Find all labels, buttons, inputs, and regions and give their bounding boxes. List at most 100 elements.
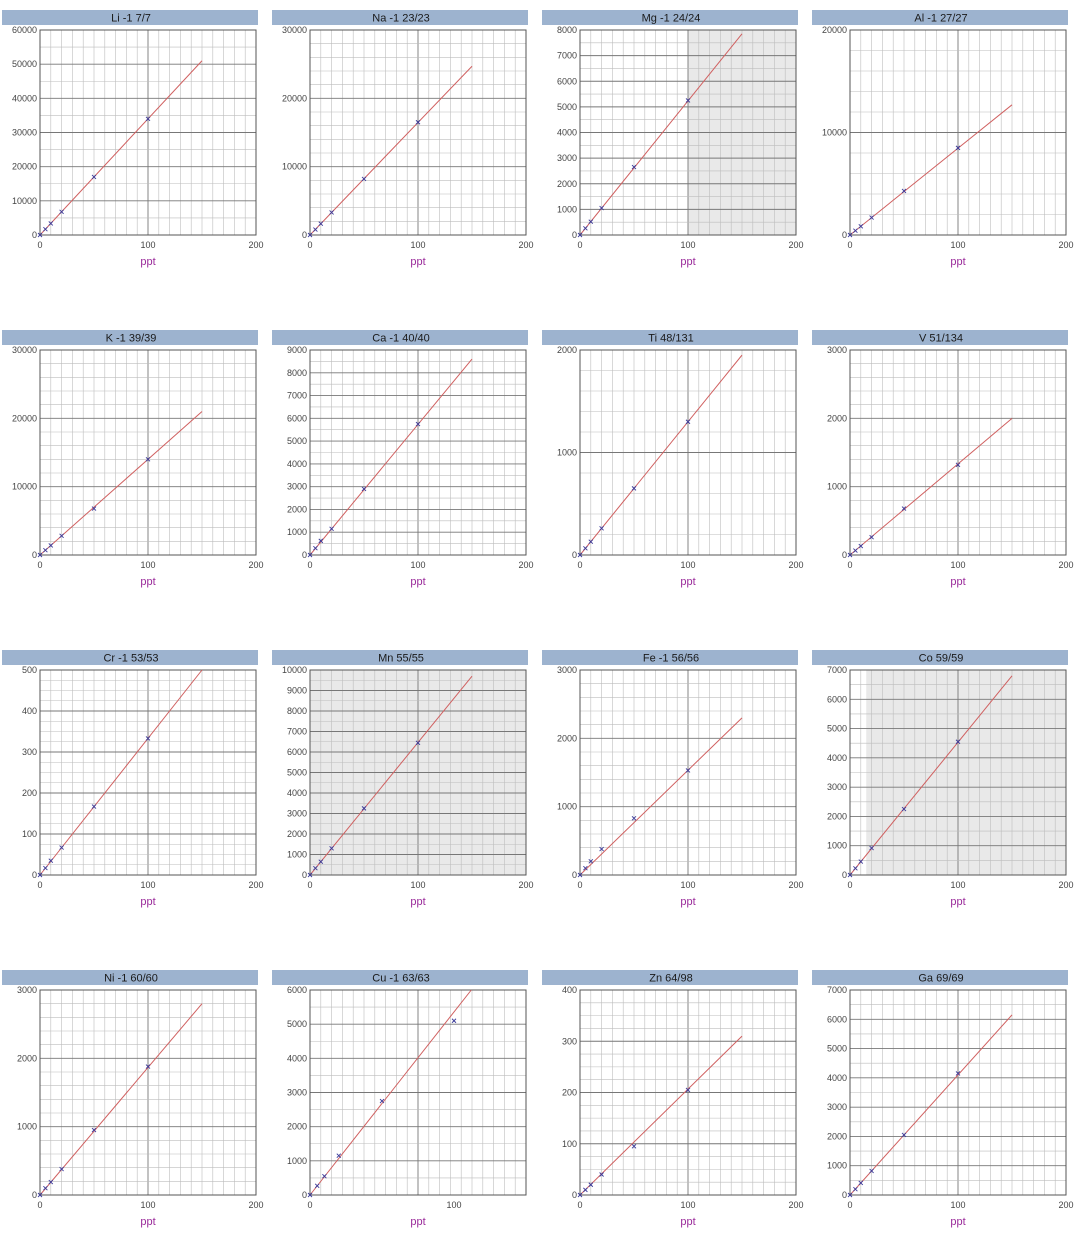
chart-panel-9: Mn 55/55 0 1000 2000 3000 4000 5000 6000 7000 800… <box>270 640 540 935</box>
x-axis-label: ppt <box>140 896 155 908</box>
x-tick-label: 0 <box>37 1200 42 1210</box>
calibration-point <box>415 119 421 125</box>
calibration-point <box>577 552 583 558</box>
calibration-point <box>588 1182 594 1188</box>
chart-title: Fe -1 56/56 <box>643 653 699 665</box>
x-tick-label: 200 <box>248 240 263 250</box>
x-tick-label: 0 <box>577 240 582 250</box>
calibration-fit-line <box>849 1014 1013 1196</box>
y-tick-label: 400 <box>22 706 37 716</box>
x-tick-label: 100 <box>950 880 965 890</box>
calibration-point <box>901 806 907 812</box>
y-tick-label: 30000 <box>12 128 37 138</box>
chart-title-bar <box>2 10 258 25</box>
plot-frame <box>39 989 257 1196</box>
calibration-point <box>329 210 334 215</box>
chart-svg: Fe -1 56/56 0 1000 2000 3000 0 100 200 ppt <box>542 650 804 908</box>
x-tick-label: 0 <box>847 560 852 570</box>
calibration-point <box>955 1071 961 1076</box>
x-tick-label: 100 <box>950 240 965 250</box>
chart-svg: Mg -1 24/2401000200030004000500060007000… <box>542 10 804 268</box>
chart-panel-12: Ni -1 60/60 0 1000 2000 3000 0 100 200 ppt <box>0 960 270 1255</box>
calibration-point <box>313 227 318 232</box>
y-tick-label: 300 <box>22 747 37 757</box>
y-tick-label: 7000 <box>557 51 577 61</box>
x-tick-label: 200 <box>518 240 533 250</box>
x-tick-label: 100 <box>680 240 695 250</box>
calibration-fit-line <box>309 675 473 876</box>
calibration-point <box>48 221 54 226</box>
y-tick-label: 5000 <box>827 724 847 734</box>
y-tick-label: 3000 <box>287 809 307 819</box>
y-tick-label: 4000 <box>827 753 847 763</box>
x-tick-label: 0 <box>37 560 42 570</box>
calibration-fit-line <box>849 675 1013 876</box>
y-tick-label: 20000 <box>822 25 847 35</box>
calibration-point <box>43 865 48 871</box>
y-tick-label: 7000 <box>827 665 847 675</box>
calibration-point <box>329 846 334 851</box>
x-axis-label: ppt <box>950 1216 965 1228</box>
y-tick-label: 500 <box>22 665 37 675</box>
x-axis-label: ppt <box>410 1216 425 1228</box>
chart-svg: Ca -1 40/4001000200030004000500060007000… <box>272 330 534 588</box>
y-tick-label: 20000 <box>282 93 307 103</box>
calibration-fit-line <box>39 60 203 236</box>
calibration-point <box>91 174 97 180</box>
calibration-point <box>329 526 334 532</box>
calibration-point <box>577 232 583 238</box>
y-tick-label: 3000 <box>557 665 577 675</box>
y-tick-label: 0 <box>842 230 847 240</box>
x-tick-label: 100 <box>950 1200 965 1210</box>
x-tick-label: 100 <box>410 560 425 570</box>
chart-title-bar <box>812 650 1068 665</box>
x-tick-label: 100 <box>410 880 425 890</box>
calibration-point <box>318 538 324 544</box>
x-tick-label: 0 <box>307 560 312 570</box>
y-tick-label: 2000 <box>17 1053 37 1063</box>
chart-title: Zn 64/98 <box>649 973 692 985</box>
y-tick-label: 2000 <box>557 179 577 189</box>
y-tick-label: 6000 <box>287 413 307 423</box>
x-tick-label: 0 <box>577 880 582 890</box>
x-axis-label: ppt <box>680 896 695 908</box>
calibration-point <box>307 872 313 878</box>
y-tick-label: 8000 <box>557 25 577 35</box>
calibration-point <box>37 232 43 238</box>
y-tick-label: 30000 <box>282 25 307 35</box>
calibration-point <box>577 1192 583 1198</box>
chart-title: Co 59/59 <box>919 653 964 665</box>
calibration-point <box>583 865 588 871</box>
chart-svg: Cr -1 53/53 0 100 200 300 400 500 0 100 200 ppt <box>2 650 264 908</box>
chart-title-bar <box>812 970 1068 985</box>
calibration-point <box>59 209 64 215</box>
chart-svg: K -1 39/39 0 10000 20000 30000 0 100 200 ppt <box>2 330 264 588</box>
x-tick-label: 200 <box>1058 880 1073 890</box>
calibration-fit-line <box>309 989 472 1196</box>
y-tick-label: 4000 <box>287 459 307 469</box>
x-tick-label: 0 <box>847 240 852 250</box>
y-tick-label: 0 <box>842 870 847 880</box>
y-tick-label: 5000 <box>827 1044 847 1054</box>
calibration-point <box>685 768 691 773</box>
y-tick-label: 10000 <box>282 665 307 675</box>
y-tick-label: 0 <box>572 230 577 240</box>
chart-title-bar <box>542 650 798 665</box>
y-tick-label: 0 <box>32 1190 37 1200</box>
y-tick-label: 2000 <box>287 1122 307 1132</box>
x-tick-label: 0 <box>307 1200 312 1210</box>
x-tick-label: 100 <box>446 1200 461 1210</box>
chart-title: Al -1 27/27 <box>914 13 967 25</box>
calibration-point <box>577 872 583 878</box>
x-tick-label: 200 <box>788 240 803 250</box>
chart-panel-2: Mg -1 24/24 0 1000 2000 3000 4000 5000 6000 7000… <box>540 0 810 295</box>
x-tick-label: 200 <box>1058 240 1073 250</box>
x-tick-label: 200 <box>1058 1200 1073 1210</box>
calibration-point <box>631 1143 637 1149</box>
x-axis-label: ppt <box>950 896 965 908</box>
plot-frame <box>39 349 257 556</box>
x-tick-label: 100 <box>140 560 155 570</box>
chart-panel-1: Na -1 23/23 0 10000 20000 30000 0 100 200 ppt <box>270 0 540 295</box>
y-tick-label: 5000 <box>287 1019 307 1029</box>
